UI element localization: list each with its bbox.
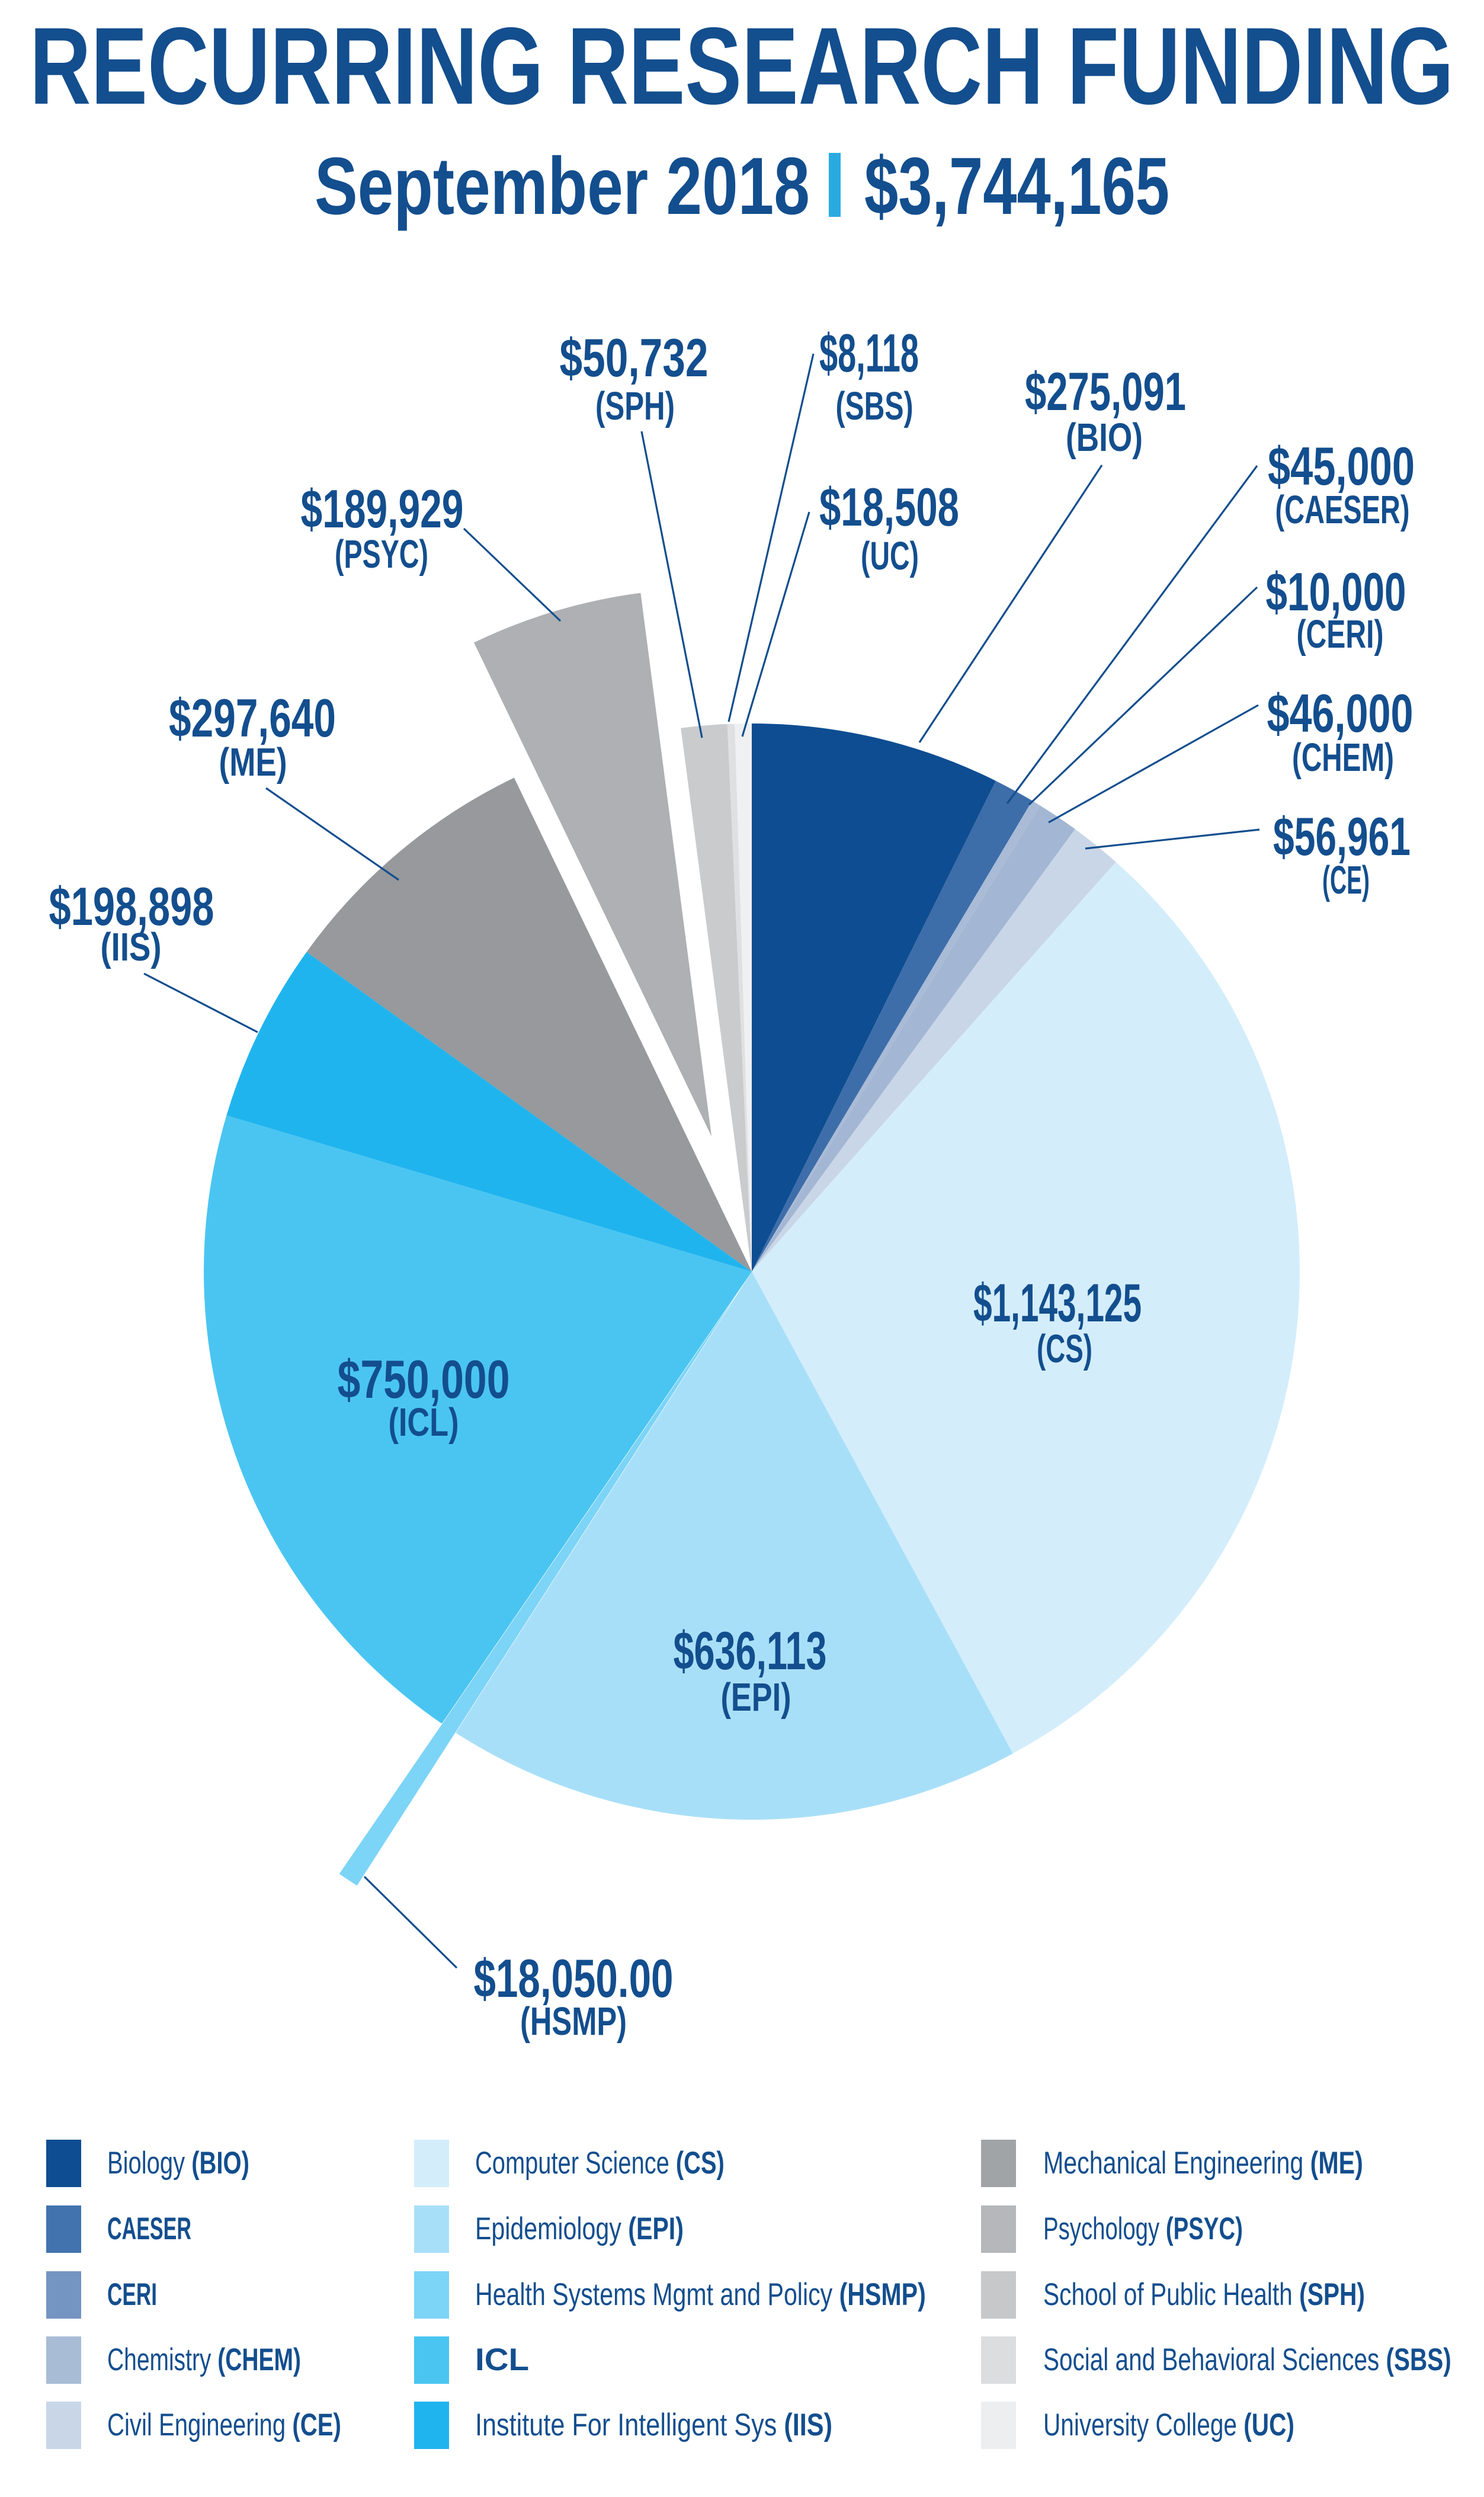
svg-text:Biology (BIO): Biology (BIO)	[107, 2146, 249, 2181]
svg-text:September 2018: September 2018	[315, 141, 810, 232]
svg-text:$1,143,125: $1,143,125	[973, 1273, 1142, 1333]
svg-text:(SBS): (SBS)	[835, 384, 913, 428]
svg-text:(CAESER): (CAESER)	[1275, 488, 1410, 532]
svg-text:School of Public Health (SPH): School of Public Health (SPH)	[1043, 2277, 1365, 2312]
svg-text:(CS): (CS)	[1037, 1327, 1092, 1371]
svg-text:Mechanical Engineering (ME): Mechanical Engineering (ME)	[1043, 2146, 1363, 2181]
svg-text:(PSYC): (PSYC)	[335, 533, 428, 577]
svg-text:$8,118: $8,118	[819, 324, 919, 383]
svg-text:(ICL): (ICL)	[389, 1400, 459, 1445]
svg-text:(CERI): (CERI)	[1297, 612, 1384, 657]
svg-text:(CE): (CE)	[1322, 857, 1370, 902]
svg-text:CERI: CERI	[107, 2277, 157, 2312]
svg-text:(HSMP): (HSMP)	[520, 1999, 627, 2044]
svg-text:(ME): (ME)	[219, 740, 287, 784]
svg-text:$56,961: $56,961	[1273, 806, 1411, 867]
svg-text:Chemistry (CHEM): Chemistry (CHEM)	[107, 2342, 301, 2377]
svg-text:$750,000: $750,000	[338, 1350, 510, 1410]
svg-text:(IIS): (IIS)	[101, 925, 162, 969]
svg-text:Health Systems Mgmt and Policy: Health Systems Mgmt and Policy (HSMP)	[475, 2277, 926, 2312]
svg-text:$275,091: $275,091	[1025, 361, 1186, 421]
svg-text:$189,929: $189,929	[301, 479, 464, 539]
svg-text:(BIO): (BIO)	[1066, 415, 1143, 459]
svg-text:$50,732: $50,732	[559, 328, 708, 388]
svg-text:$18,508: $18,508	[819, 476, 959, 537]
svg-text:ICL: ICL	[475, 2342, 529, 2377]
svg-text:Computer Science (CS): Computer Science (CS)	[475, 2146, 725, 2181]
svg-text:(SPH): (SPH)	[595, 385, 675, 428]
svg-text:(UC): (UC)	[861, 534, 919, 578]
svg-text:$18,050.00: $18,050.00	[474, 1948, 674, 2008]
svg-text:$46,000: $46,000	[1267, 684, 1414, 744]
svg-text:RECURRING RESEARCH FUNDING: RECURRING RESEARCH FUNDING	[30, 5, 1454, 127]
svg-text:Civil Engineering (CE): Civil Engineering (CE)	[107, 2407, 341, 2442]
svg-text:$10,000: $10,000	[1266, 561, 1406, 622]
svg-text:Psychology (PSYC): Psychology (PSYC)	[1043, 2211, 1243, 2246]
svg-text:$45,000: $45,000	[1268, 437, 1415, 497]
svg-text:$297,640: $297,640	[169, 687, 336, 748]
svg-text:$198,898: $198,898	[49, 876, 214, 936]
svg-text:University College (UC): University College (UC)	[1043, 2408, 1294, 2443]
svg-text:CAESER: CAESER	[107, 2212, 191, 2246]
svg-text:Institute For Intelligent Sys: Institute For Intelligent Sys (IIS)	[475, 2408, 832, 2442]
svg-text:$636,113: $636,113	[674, 1620, 827, 1680]
svg-text:(EPI): (EPI)	[721, 1675, 791, 1720]
svg-text:Epidemiology (EPI): Epidemiology (EPI)	[475, 2211, 684, 2246]
svg-text:Social and Behavioral Sciences: Social and Behavioral Sciences (SBS)	[1043, 2342, 1451, 2377]
svg-text:(CHEM): (CHEM)	[1292, 735, 1394, 780]
svg-text:$3,744,165: $3,744,165	[864, 140, 1169, 232]
